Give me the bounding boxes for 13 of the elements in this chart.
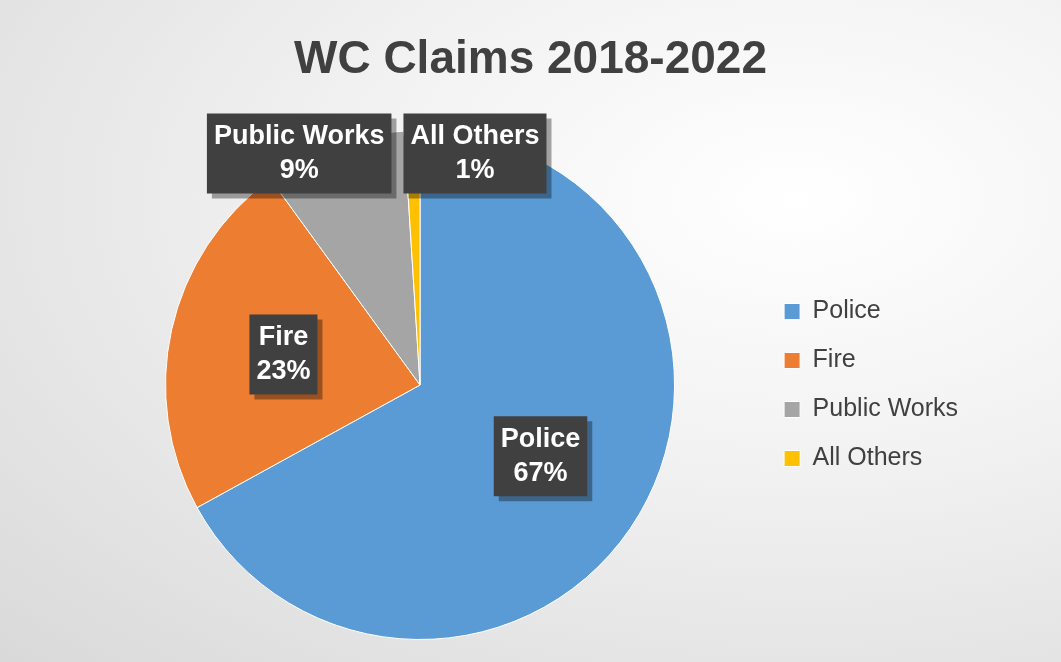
slice-label: All Others — [410, 119, 540, 150]
data-label: 23% — [256, 354, 311, 385]
chart-title: WC Claims 2018-2022 — [293, 30, 768, 84]
data-label: 1% — [455, 153, 495, 184]
legend-label: Public Works — [812, 393, 959, 422]
legend-label: Fire — [812, 344, 856, 373]
slice-label: Police — [500, 422, 581, 453]
legend-label: All Others — [812, 442, 923, 471]
legend-label: Police — [812, 295, 881, 324]
data-label: 9% — [279, 153, 319, 184]
slice-label: Public Works — [213, 119, 385, 150]
data-label: 67% — [513, 456, 568, 487]
slice-label: Fire — [258, 320, 309, 351]
